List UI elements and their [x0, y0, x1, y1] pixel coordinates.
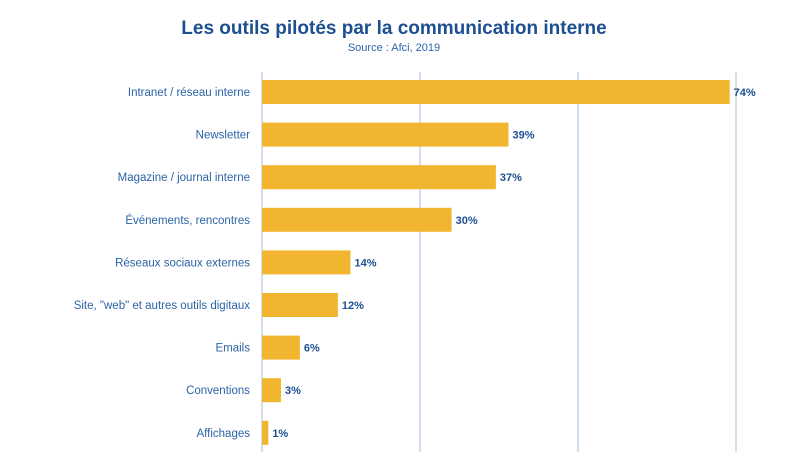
category-label: Conventions	[186, 385, 250, 397]
category-label: Emails	[215, 343, 250, 355]
chart-subtitle: Source : Afci, 2019	[347, 42, 441, 54]
value-label: 74%	[734, 87, 756, 99]
bar	[262, 335, 300, 360]
value-label: 14%	[354, 257, 376, 269]
value-label: 6%	[304, 343, 320, 355]
bar	[262, 250, 351, 275]
category-label: Site, "web" et autres outils digitaux	[74, 300, 251, 312]
category-label: Réseaux sociaux externes	[115, 257, 250, 269]
category-label: Affichages	[197, 428, 251, 440]
bar	[262, 80, 730, 104]
value-label: 3%	[285, 385, 301, 397]
category-label: Événements, rencontres	[125, 214, 250, 227]
category-label: Magazine / journal interne	[118, 172, 250, 184]
bar	[262, 293, 338, 317]
bar	[262, 378, 281, 403]
bar	[262, 207, 452, 232]
category-label: Intranet / réseau interne	[128, 87, 250, 99]
value-label: 1%	[272, 428, 288, 440]
value-label: 39%	[512, 130, 534, 142]
value-label: 12%	[342, 300, 364, 312]
chart-title: Les outils pilotés par la communication …	[181, 18, 607, 39]
value-label: 30%	[456, 215, 478, 227]
bar	[262, 165, 496, 190]
bar	[262, 122, 509, 147]
value-label: 37%	[500, 172, 522, 184]
category-label: Newsletter	[196, 130, 250, 142]
bar	[262, 420, 269, 445]
